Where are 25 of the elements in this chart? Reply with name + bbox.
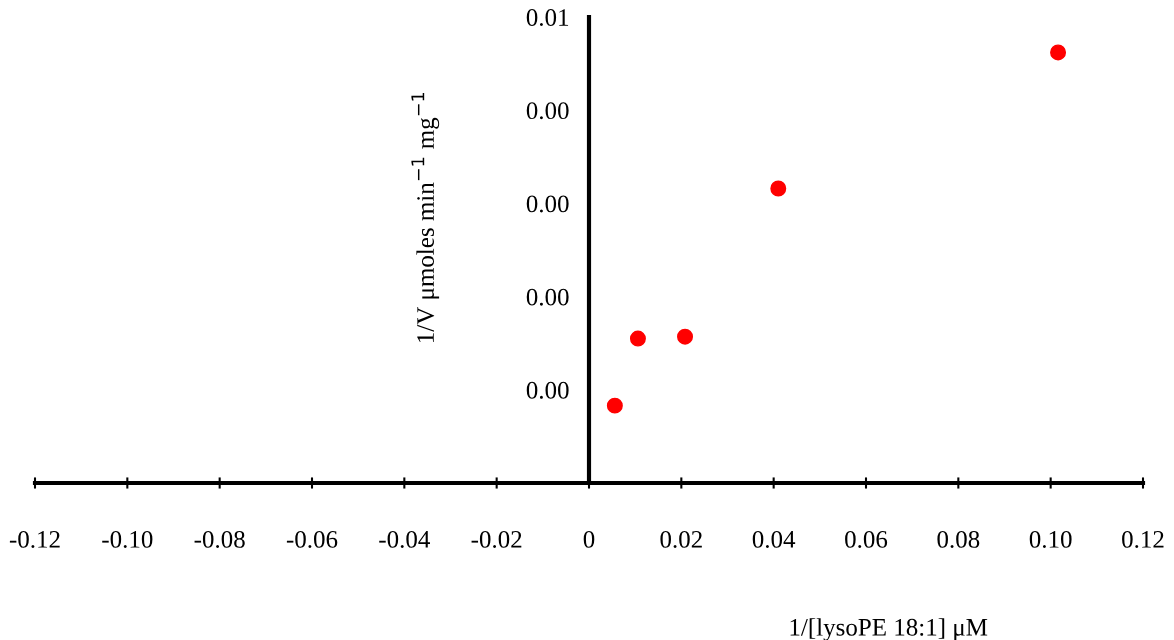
- point: [677, 328, 694, 345]
- x-tick-label: -0.08: [194, 530, 245, 548]
- x-tick-label: -0.04: [379, 530, 430, 548]
- y-tick-label: 0.00: [526, 102, 569, 120]
- x-axis-title: 1/[lysoPE 18:1] μM: [790, 618, 988, 640]
- x-tick-label: 0.06: [845, 530, 888, 548]
- y-axis-title: 1/V μmoles min$^{−1}$ mg$^{−1}$: [411, 92, 440, 343]
- point: [1050, 44, 1067, 61]
- y-tick-label: 0.00: [526, 195, 569, 213]
- x-tick-label: -0.06: [286, 530, 338, 548]
- x-tick-label: 0.04: [752, 530, 796, 548]
- y-tick-label: 0.00: [526, 288, 569, 306]
- x-tick-label: 0.02: [660, 530, 702, 548]
- x-tick-label: -0.12: [9, 530, 60, 548]
- x-tick-label: -0.02: [471, 530, 522, 548]
- x-tick-label: 0.10: [1029, 530, 1072, 548]
- x-tick-label: -0.10: [102, 530, 153, 548]
- point: [629, 330, 646, 347]
- y-tick-label: 0.00: [526, 381, 569, 399]
- x-tick-label: 0: [583, 530, 595, 548]
- y-tick-label: 0.01: [526, 9, 569, 27]
- point: [770, 180, 787, 197]
- point: [606, 397, 623, 414]
- x-tick-label: 0.12: [1122, 530, 1164, 548]
- x-tick-label: 0.08: [937, 530, 980, 548]
